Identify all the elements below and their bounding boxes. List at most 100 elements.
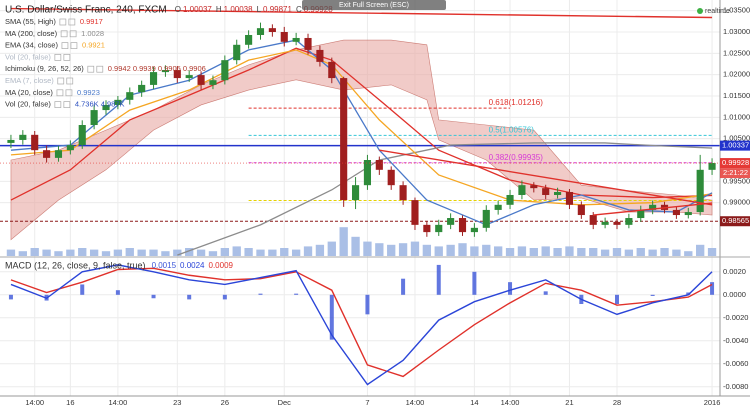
histogram-bar xyxy=(614,294,619,304)
histogram-bar xyxy=(543,291,548,295)
x-tick-label: Dec xyxy=(278,398,292,407)
volume-bar xyxy=(684,251,693,256)
level-label: 0.382(0.99935) xyxy=(489,153,544,162)
exit-fullscreen-label[interactable]: Exit Full Screen (ESC) xyxy=(339,2,409,9)
signal-line xyxy=(10,267,713,378)
macd-value: 0.0024 xyxy=(180,261,205,270)
candle-body xyxy=(577,204,585,216)
x-tick-label: 14:00 xyxy=(406,398,425,407)
volume-bar xyxy=(493,246,503,256)
candle-body xyxy=(185,75,193,79)
volume-bar xyxy=(78,248,87,256)
candle-body xyxy=(399,185,407,201)
last-price-label: 0.99928 xyxy=(722,158,749,167)
plot: 0.618(1.01216) 0.5(1.00576) 0.382(0.99935) xyxy=(0,7,720,386)
candle-body xyxy=(280,32,288,42)
x-tick-label: 26 xyxy=(221,398,229,407)
candle-body xyxy=(114,99,122,105)
candle-body xyxy=(149,72,158,85)
volume-bar xyxy=(410,241,420,256)
status-dot xyxy=(697,8,703,14)
trend-line xyxy=(379,149,713,206)
volume-bar xyxy=(101,251,111,256)
ohlc-key: O xyxy=(175,5,181,14)
volume-bar xyxy=(339,227,348,256)
legend-icon xyxy=(61,42,69,49)
candle-body xyxy=(672,209,680,216)
legend-icon xyxy=(96,65,104,73)
legend-name: Vol (20, false) xyxy=(5,52,51,61)
candle-body xyxy=(506,194,514,205)
candle-body xyxy=(78,125,86,146)
histogram-bar xyxy=(686,292,691,295)
candle-body xyxy=(197,75,205,85)
candle-body xyxy=(625,218,633,225)
candle-body xyxy=(90,110,98,126)
volume-bar xyxy=(696,244,705,256)
volume-bar xyxy=(185,248,194,256)
y-tick-label: -0.0040 xyxy=(723,336,748,345)
histogram-bar xyxy=(436,264,441,295)
candle-body xyxy=(316,49,324,62)
candle-body xyxy=(7,139,15,143)
candle-body xyxy=(589,215,597,225)
macd-line xyxy=(10,264,713,386)
legend-icon xyxy=(65,89,73,97)
volume-bar xyxy=(327,241,336,256)
volume-bar xyxy=(482,244,491,256)
volume-bar xyxy=(149,249,158,256)
candle-body xyxy=(340,78,348,201)
volume-bar xyxy=(529,248,538,256)
axis: 1.03500 1.03000 1.02500 1.02000 1.01500 1.010… xyxy=(25,6,750,407)
y-tick-label: 0.0000 xyxy=(723,290,746,299)
volume-bar xyxy=(541,246,550,256)
y-tick-label: 1.02500 xyxy=(723,48,750,57)
candle-body xyxy=(708,162,716,170)
candle-body xyxy=(31,134,39,151)
y-tick-label: 0.0020 xyxy=(723,267,746,276)
exit-fullscreen-button[interactable] xyxy=(302,0,446,10)
volume-bar xyxy=(54,251,63,256)
volume-bar xyxy=(672,249,681,256)
countdown-label: 2:21:22 xyxy=(723,168,748,177)
y-tick-label: 1.01000 xyxy=(723,112,750,121)
volume-bar xyxy=(458,243,467,256)
histogram-bar xyxy=(80,284,85,295)
legend-value: 1.0028 xyxy=(81,29,104,38)
volume-bar xyxy=(434,246,443,256)
volume-bar xyxy=(30,248,39,256)
legend-icon xyxy=(54,54,62,61)
candle-body xyxy=(138,84,146,93)
volume-bar xyxy=(268,249,277,256)
volume-bar xyxy=(707,248,717,256)
volume-bar xyxy=(256,249,265,256)
volume-bar xyxy=(351,236,360,256)
x-tick-label: 14 xyxy=(470,398,478,407)
candle-body xyxy=(102,104,110,111)
ohlc-value: 1.00038 xyxy=(224,5,253,14)
candle-body xyxy=(613,221,621,225)
price-axis-bg xyxy=(720,0,750,409)
ohlc-value: 0.99871 xyxy=(263,5,292,14)
legend-name: EMA (34, close) xyxy=(5,41,58,50)
histogram-bar xyxy=(151,294,156,299)
candle-body xyxy=(66,145,74,151)
level-axis-box xyxy=(720,140,750,151)
candle-body xyxy=(363,160,372,186)
ohlc-value: 1.00037 xyxy=(183,5,212,14)
volume-bar xyxy=(220,248,230,256)
volume-bar xyxy=(232,246,241,256)
y-tick-label: -0.0020 xyxy=(723,313,748,322)
histogram-bar xyxy=(401,278,406,295)
x-tick-label: 14:00 xyxy=(501,398,520,407)
candle-body xyxy=(161,69,169,73)
candle-body xyxy=(565,192,574,205)
candle-body xyxy=(256,28,265,35)
volume-bar xyxy=(422,244,432,256)
volume-bar xyxy=(6,249,16,256)
candle-body xyxy=(530,185,538,189)
histogram-bar xyxy=(258,293,263,295)
x-tick-label: 16 xyxy=(66,398,74,407)
x-tick-label: 21 xyxy=(565,398,573,407)
